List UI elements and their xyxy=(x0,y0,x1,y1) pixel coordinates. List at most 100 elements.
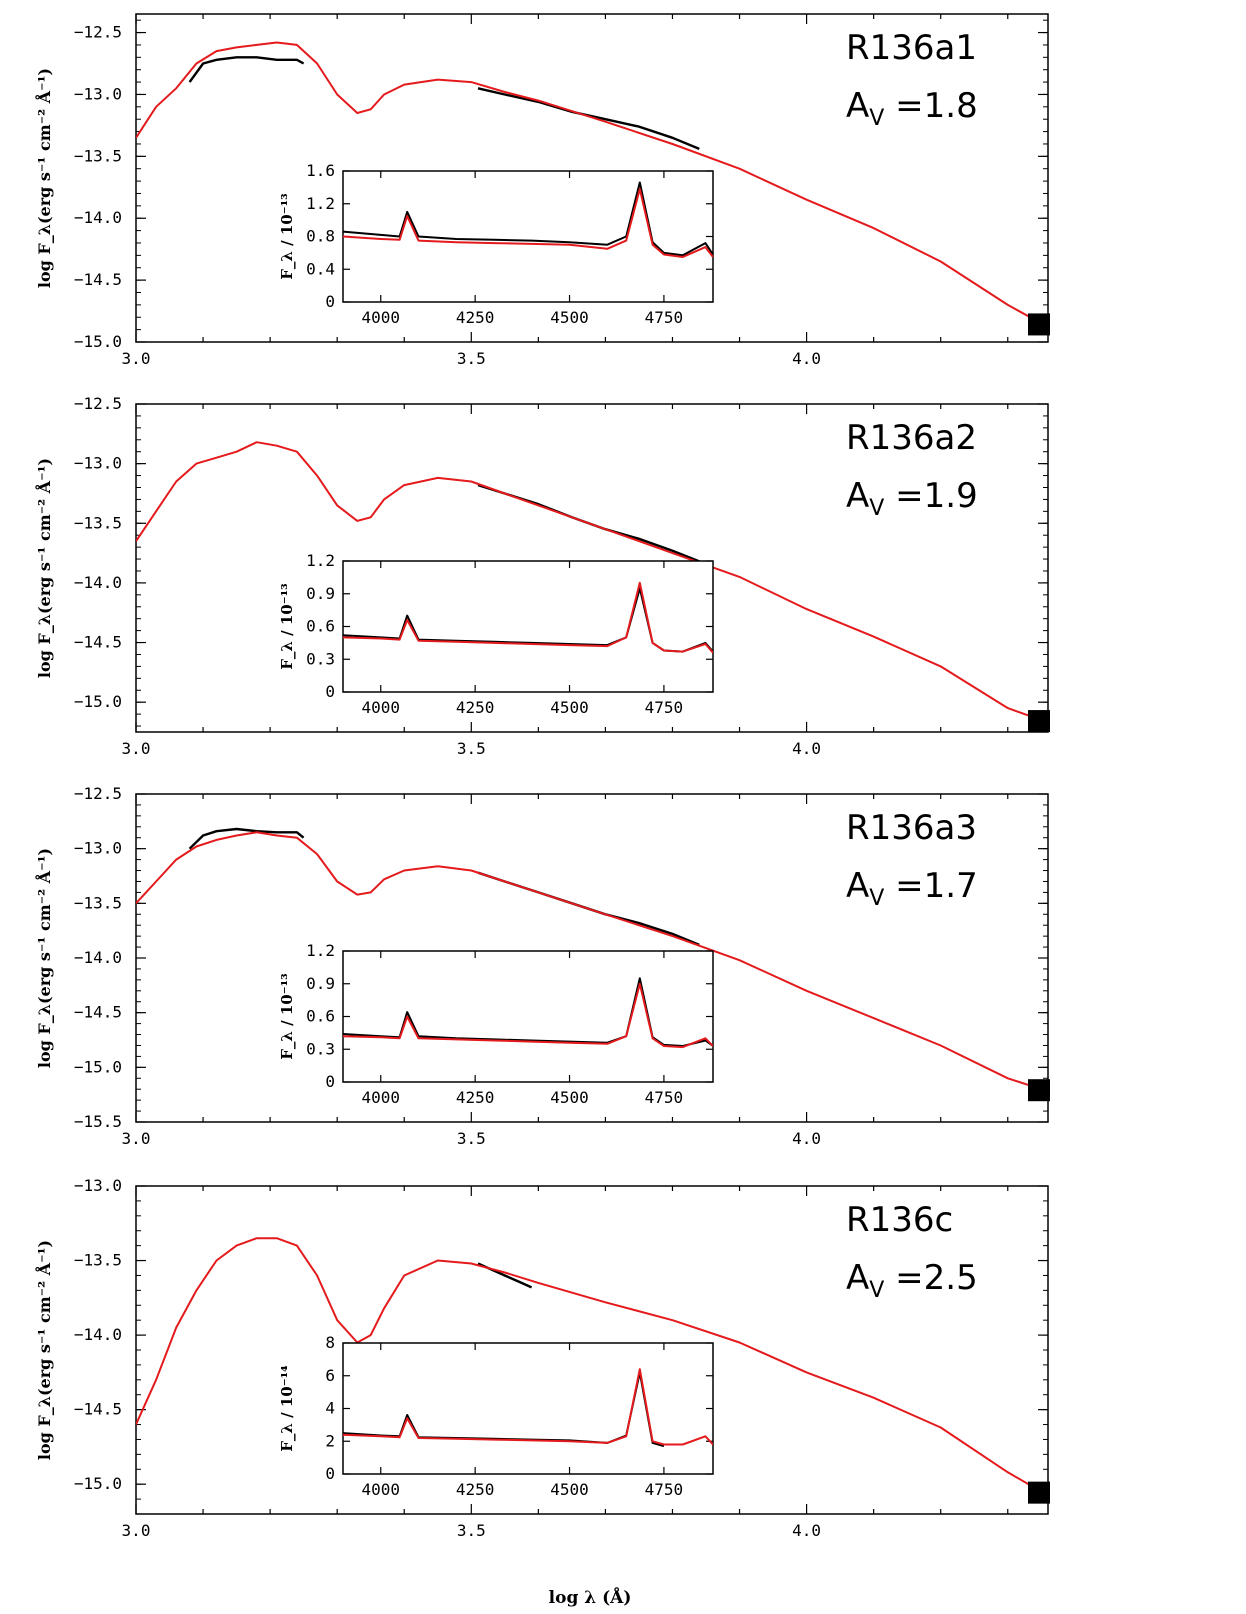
y-tick-label: −14.0 xyxy=(74,208,122,227)
inset-y-tick-label: 0.8 xyxy=(306,227,335,246)
x-tick-label: 4.0 xyxy=(792,1129,821,1148)
x-tick-label: 3.5 xyxy=(457,1129,486,1148)
inset-y-tick-label: 2 xyxy=(325,1431,335,1450)
y-tick-label: −15.5 xyxy=(74,1112,122,1131)
inset-x-tick-label: 4000 xyxy=(361,1480,400,1499)
inset-model-line xyxy=(343,581,713,654)
inset-y-axis-title: F_λ / 10⁻¹³ xyxy=(278,973,296,1060)
y-tick-label: −14.0 xyxy=(74,573,122,592)
y-tick-label: −13.5 xyxy=(74,146,122,165)
inset-frame xyxy=(342,1342,714,1475)
x-tick-label: 3.0 xyxy=(122,1521,151,1540)
inset-plot: 4000 4250 4500 4750 0 2 4 6 8 F_λ / 10⁻¹⁴ xyxy=(278,1333,714,1499)
ir-photometry-marker xyxy=(1028,313,1050,336)
inset-series-group xyxy=(343,181,713,258)
inset-series-group xyxy=(343,581,713,654)
y-axis-title: log F_λ(erg s⁻¹ cm⁻² Å⁻¹) xyxy=(33,458,54,678)
inset-x-tick-label: 4500 xyxy=(550,1480,589,1499)
x-tick-label: 3.0 xyxy=(122,349,151,368)
y-tick-label: −13.5 xyxy=(74,513,122,532)
plot-frame xyxy=(135,403,1049,733)
model-spectrum-line xyxy=(136,1237,1042,1493)
x-tick-label: 4.0 xyxy=(792,739,821,758)
ir-photometry-marker xyxy=(1028,1079,1050,1102)
y-tick-label: −12.5 xyxy=(74,23,122,42)
inset-y-tick-label: 0 xyxy=(325,292,335,311)
series-group xyxy=(136,827,1042,1091)
series-group xyxy=(136,441,1042,722)
y-tick-label: −12.5 xyxy=(74,394,122,413)
extinction-label: AV =2.5 xyxy=(846,1258,978,1303)
y-tick-label: −13.5 xyxy=(74,893,122,912)
inset-y-tick-label: 1.2 xyxy=(306,551,335,570)
inset-x-tick-label: 4000 xyxy=(361,1088,400,1107)
inset-frame xyxy=(342,560,714,693)
y-tick-label: −14.0 xyxy=(74,948,122,967)
plot-frame xyxy=(135,13,1049,343)
y-tick-label: −14.5 xyxy=(74,1003,122,1022)
y-tick-label: −12.5 xyxy=(74,784,122,803)
inset-y-tick-label: 0 xyxy=(325,682,335,701)
ir-photometry-marker xyxy=(1028,1481,1050,1504)
y-tick-label: −14.5 xyxy=(74,633,122,652)
panel-r136c: 3.0 3.5 4.0 −13.0 −13.5 −14.0 −14.5 −15.0 log F_… xyxy=(33,1176,1050,1540)
model-spectrum-line xyxy=(136,831,1042,1091)
y-axis-title: log F_λ(erg s⁻¹ cm⁻² Å⁻¹) xyxy=(33,1240,54,1460)
x-tick-label: 3.5 xyxy=(457,1521,486,1540)
panel-r136a3: 3.0 3.5 4.0 −12.5 −13.0 −13.5 −14.0 −14.5 −15.0 −… xyxy=(33,784,1050,1148)
inset-y-tick-label: 0.9 xyxy=(306,584,335,603)
inset-y-tick-label: 0.9 xyxy=(306,974,335,993)
star-name: R136a1 xyxy=(846,28,977,68)
y-tick-label: −15.0 xyxy=(74,692,122,711)
y-tick-label: −14.0 xyxy=(74,1325,122,1344)
inset-series-group xyxy=(343,977,713,1049)
ir-photometry-marker xyxy=(1028,710,1050,733)
inset-plot: 4000 4250 4500 4750 0 0.4 0.8 1.2 1.6 F_λ / 10⁻¹³ xyxy=(278,161,714,327)
y-tick-label: −13.0 xyxy=(74,84,122,103)
star-name: R136c xyxy=(846,1200,953,1240)
inset-y-tick-label: 0.6 xyxy=(306,1007,335,1026)
inset-y-tick-label: 0.3 xyxy=(306,649,335,668)
inset-x-tick-label: 4500 xyxy=(550,698,589,717)
inset-model-line xyxy=(343,982,713,1049)
observed-spectrum-line xyxy=(477,87,700,151)
inset-y-tick-label: 0.4 xyxy=(306,259,335,278)
inset-model-line xyxy=(343,188,713,258)
inset-y-tick-label: 1.6 xyxy=(306,161,335,180)
inset-observed-line xyxy=(343,977,713,1047)
x-tick-label: 3.0 xyxy=(122,739,151,758)
x-tick-label: 3.5 xyxy=(457,739,486,758)
y-tick-label: −15.0 xyxy=(74,1057,122,1076)
inset-x-tick-label: 4000 xyxy=(361,308,400,327)
inset-x-tick-label: 4000 xyxy=(361,698,400,717)
inset-x-tick-label: 4750 xyxy=(645,1480,684,1499)
inset-model-line xyxy=(343,1368,713,1446)
x-tick-label: 4.0 xyxy=(792,349,821,368)
y-axis-title: log F_λ(erg s⁻¹ cm⁻² Å⁻¹) xyxy=(33,848,54,1068)
x-tick-label: 3.0 xyxy=(122,1129,151,1148)
extinction-label: AV =1.9 xyxy=(846,476,978,521)
star-name: R136a3 xyxy=(846,808,977,848)
model-spectrum-line xyxy=(136,441,1042,722)
y-tick-label: −13.5 xyxy=(74,1251,122,1270)
inset-x-tick-label: 4750 xyxy=(645,698,684,717)
inset-y-tick-label: 6 xyxy=(325,1366,335,1385)
x-tick-label: 4.0 xyxy=(792,1521,821,1540)
inset-x-tick-label: 4250 xyxy=(456,1088,495,1107)
inset-y-axis-title: F_λ / 10⁻¹³ xyxy=(278,193,296,280)
x-tick-label: 3.5 xyxy=(457,349,486,368)
inset-plot: 4000 4250 4500 4750 0 0.3 0.6 0.9 1.2 F_λ / 10⁻¹³ xyxy=(278,941,714,1107)
panel-r136a1: 3.0 3.5 4.0 −12.5 −13.0 −13.5 −14.0 −14.5 −15.0 l… xyxy=(33,13,1050,368)
inset-x-tick-label: 4250 xyxy=(456,308,495,327)
y-tick-label: −15.0 xyxy=(74,1474,122,1493)
star-name: R136a2 xyxy=(846,418,977,458)
series-group xyxy=(136,41,1042,325)
y-tick-label: −14.5 xyxy=(74,270,122,289)
inset-x-tick-label: 4750 xyxy=(645,308,684,327)
y-tick-label: −13.0 xyxy=(74,454,122,473)
inset-x-tick-label: 4500 xyxy=(550,308,589,327)
inset-y-tick-label: 8 xyxy=(325,1333,335,1352)
inset-y-tick-label: 0.3 xyxy=(306,1039,335,1058)
y-axis-title: log F_λ(erg s⁻¹ cm⁻² Å⁻¹) xyxy=(33,68,54,288)
